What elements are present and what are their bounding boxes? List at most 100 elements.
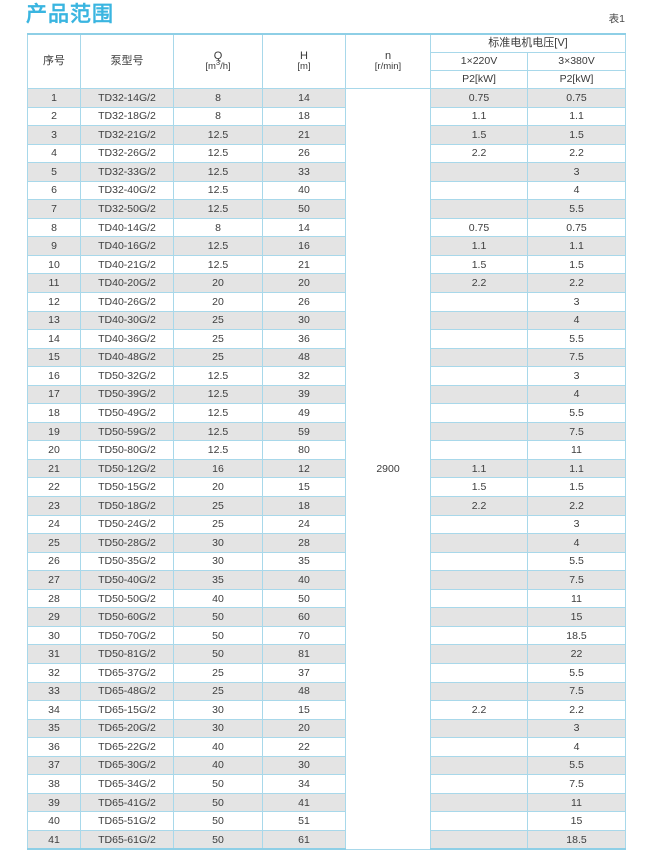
cell-no: 29	[27, 607, 81, 627]
cell-h: 36	[262, 329, 346, 349]
cell-model: TD40-21G/2	[80, 254, 174, 275]
cell-model: TD50-39G/2	[80, 384, 174, 405]
header-col-h: H [m]	[262, 33, 346, 89]
cell-model: TD50-60G/2	[80, 607, 174, 627]
table-row: 4 TD32-26G/2 12.5 26 2.2 2.2	[27, 143, 627, 164]
cell-model: TD50-70G/2	[80, 625, 174, 646]
cell-model: TD50-32G/2	[80, 366, 174, 386]
cell-no: 19	[27, 421, 81, 442]
cell-q: 12.5	[173, 403, 263, 423]
cell-p2-220	[430, 514, 528, 535]
cell-no: 33	[27, 681, 81, 702]
table-row: 36 TD65-22G/2 40 22 4	[27, 737, 627, 757]
cell-h: 80	[262, 440, 346, 460]
table-row: 17 TD50-39G/2 12.5 39 4	[27, 384, 627, 405]
cell-no: 14	[27, 329, 81, 349]
cell-model: TD32-14G/2	[80, 88, 174, 108]
table-row: 12 TD40-26G/2 20 26 3	[27, 292, 627, 312]
cell-model: TD50-59G/2	[80, 421, 174, 442]
header-col-q-unit: [m3/h]	[174, 59, 262, 73]
cell-q: 20	[173, 292, 263, 312]
cell-p2-380: 3	[526, 718, 627, 739]
header-col-q: Q [m3/h]	[173, 33, 263, 89]
cell-no: 21	[27, 458, 81, 479]
cell-h: 48	[262, 681, 346, 702]
cell-h: 59	[262, 421, 346, 442]
cell-p2-380: 3	[526, 366, 627, 386]
cell-no: 15	[27, 347, 81, 368]
cell-h: 20	[262, 273, 346, 294]
table-row: 28 TD50-50G/2 40 50 11	[27, 588, 627, 609]
cell-no: 28	[27, 588, 81, 609]
cell-model: TD40-48G/2	[80, 347, 174, 368]
cell-p2-380: 7.5	[526, 774, 627, 794]
header-col-q-symbol: Q	[213, 49, 223, 62]
cell-no: 37	[27, 755, 81, 776]
cell-model: TD65-48G/2	[80, 681, 174, 702]
cell-model: TD50-50G/2	[80, 588, 174, 609]
header-p2-380: P2[kW]	[526, 70, 627, 89]
cell-q: 12.5	[173, 199, 263, 219]
table-row: 15 TD40-48G/2 25 48 7.5	[27, 347, 627, 368]
header-col-n: n [r/min]	[345, 33, 431, 89]
cell-no: 6	[27, 180, 81, 201]
cell-p2-380: 2.2	[526, 273, 627, 294]
cell-no: 12	[27, 292, 81, 312]
cell-q: 50	[173, 774, 263, 794]
cell-p2-220	[430, 551, 528, 572]
cell-q: 50	[173, 792, 263, 813]
cell-q: 25	[173, 662, 263, 683]
q-unit-prefix: [m	[205, 61, 216, 73]
cell-p2-380: 11	[526, 440, 627, 460]
table-caption: 表1	[608, 13, 625, 25]
table-row: 38 TD65-34G/2 50 34 7.5	[27, 774, 627, 794]
table-row: 7 TD32-50G/2 12.5 50 5.5	[27, 199, 627, 219]
header-col-no: 序号	[27, 33, 81, 89]
cell-h: 33	[262, 162, 346, 182]
spec-table-container: 序号 泵型号 Q [m3/h] H [m] n [r/min] 标准电机电压[V…	[27, 33, 627, 850]
table-header: 序号 泵型号 Q [m3/h] H [m] n [r/min] 标准电机电压[V…	[27, 33, 627, 89]
cell-no: 2	[27, 106, 81, 127]
cell-model: TD50-40G/2	[80, 570, 174, 590]
table-row: 18 TD50-49G/2 12.5 49 5.5	[27, 403, 627, 423]
cell-p2-380: 0.75	[526, 217, 627, 238]
cell-model: TD65-41G/2	[80, 792, 174, 813]
q-unit-suffix: /h]	[220, 61, 231, 73]
cell-p2-380: 5.5	[526, 551, 627, 572]
cell-no: 39	[27, 792, 81, 813]
cell-h: 16	[262, 236, 346, 256]
cell-h: 32	[262, 366, 346, 386]
cell-h: 30	[262, 755, 346, 776]
cell-q: 25	[173, 347, 263, 368]
cell-h: 60	[262, 607, 346, 627]
cell-p2-380: 2.2	[526, 700, 627, 720]
cell-p2-220	[430, 588, 528, 609]
cell-h: 41	[262, 792, 346, 813]
cell-p2-220: 2.2	[430, 496, 528, 516]
table-row: 9 TD40-16G/2 12.5 16 1.1 1.1	[27, 236, 627, 256]
table-row: 1 TD32-14G/2 8 14 2900 0.75 0.75	[27, 88, 627, 850]
cell-p2-380: 5.5	[526, 199, 627, 219]
cell-h: 49	[262, 403, 346, 423]
table-row: 35 TD65-20G/2 30 20 3	[27, 718, 627, 739]
table-row: 23 TD50-18G/2 25 18 2.2 2.2	[27, 496, 627, 516]
cell-h: 12	[262, 458, 346, 479]
cell-h: 21	[262, 254, 346, 275]
cell-p2-380: 1.5	[526, 125, 627, 145]
table-row: 31 TD50-81G/2 50 81 22	[27, 644, 627, 664]
cell-p2-380: 15	[526, 607, 627, 627]
cell-model: TD32-33G/2	[80, 162, 174, 182]
cell-p2-220	[430, 329, 528, 349]
cell-p2-220	[430, 162, 528, 182]
cell-p2-220: 1.1	[430, 106, 528, 127]
cell-model: TD50-28G/2	[80, 533, 174, 553]
cell-h: 15	[262, 700, 346, 720]
cell-no: 30	[27, 625, 81, 646]
cell-model: TD50-80G/2	[80, 440, 174, 460]
cell-no: 7	[27, 199, 81, 219]
table-body: 1 TD32-14G/2 8 14 2900 0.75 0.75 2 TD32-18G/2 8 18…	[27, 88, 627, 850]
cell-p2-380: 18.5	[526, 829, 627, 850]
cell-no: 23	[27, 496, 81, 516]
cell-p2-380: 4	[526, 310, 627, 331]
cell-no: 16	[27, 366, 81, 386]
